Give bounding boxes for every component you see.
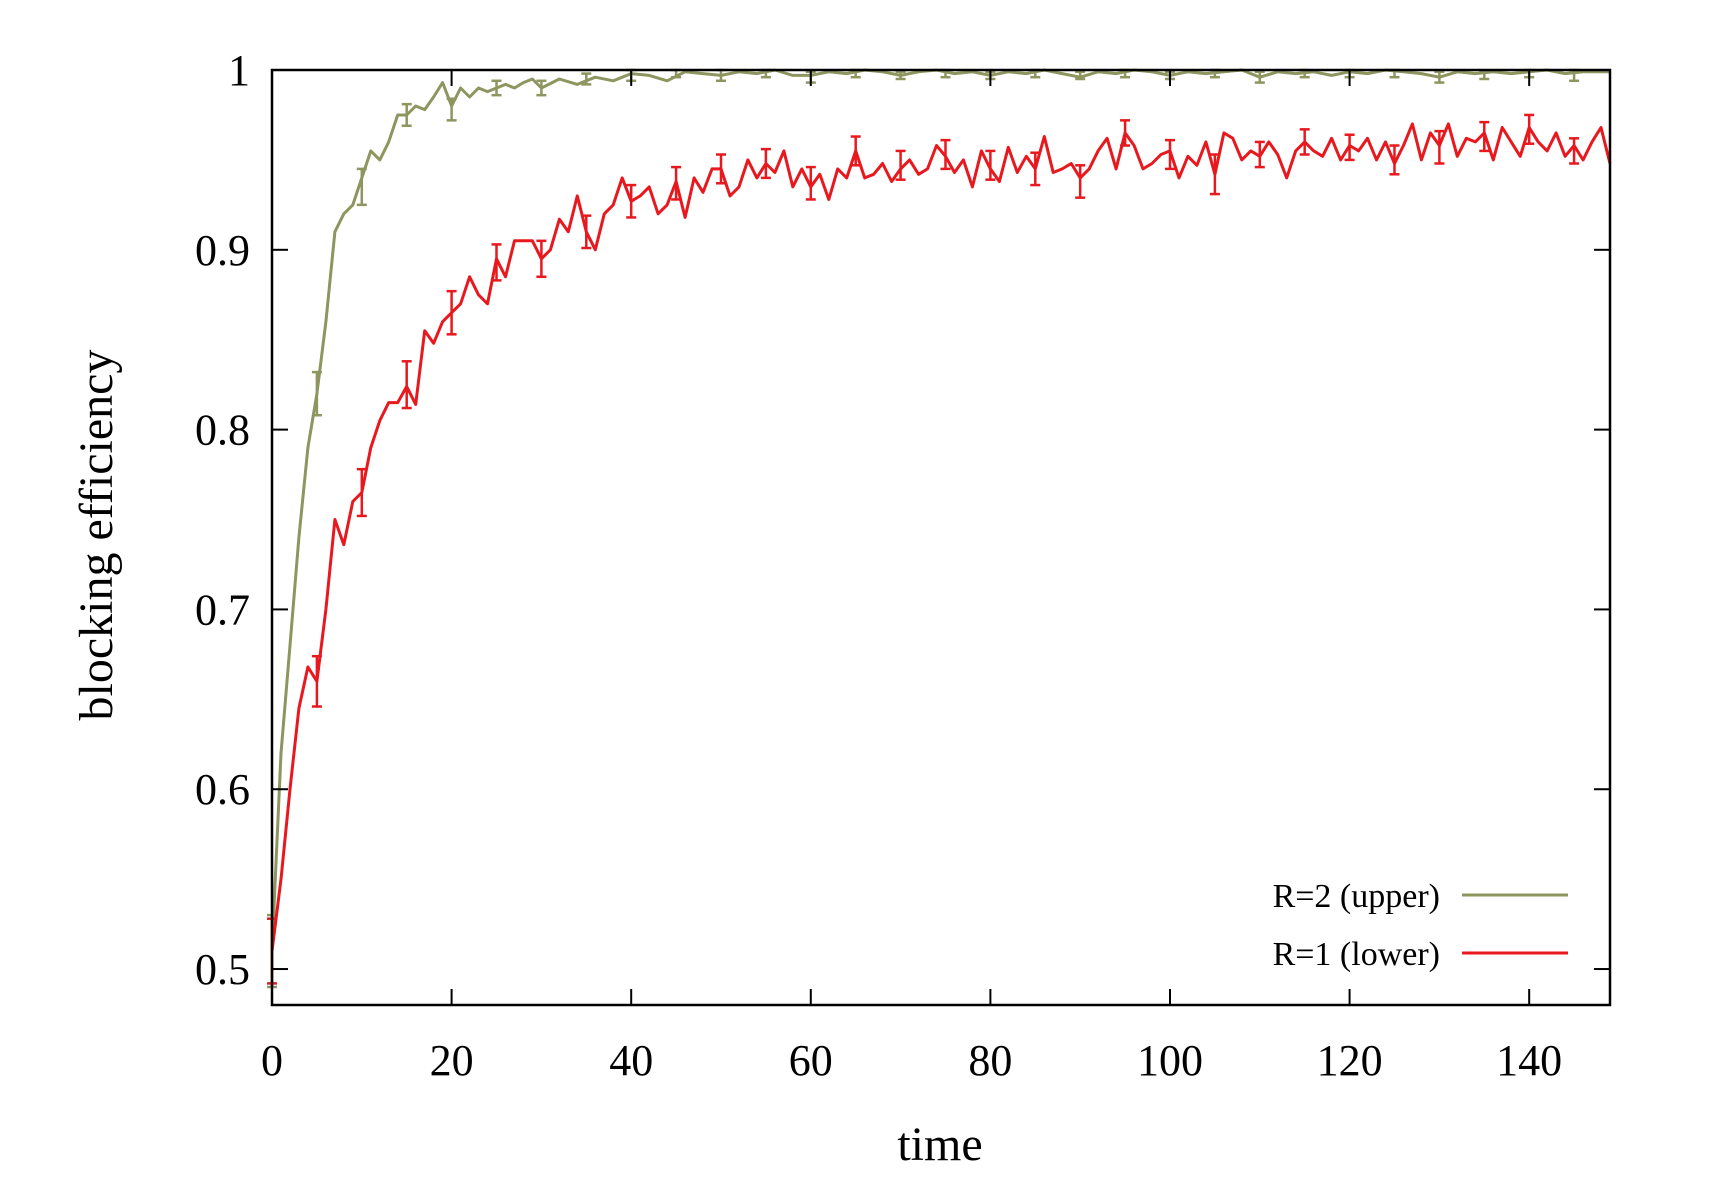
legend-label: R=1 (lower) (1273, 936, 1440, 973)
y-axis: 0.5 0.6 0.7 0.8 0.9 1 (195, 46, 1610, 994)
error-bar (356, 467, 367, 518)
error-bar (536, 239, 547, 279)
y-tick-label: 1 (228, 46, 250, 95)
legend-item-2: R=1 (lower) (1273, 936, 1568, 973)
x-tick-label: 80 (968, 1036, 1012, 1085)
y-axis-title: blocking efficiency (70, 350, 123, 721)
error-bar (1075, 164, 1086, 199)
legend-label: R=2 (upper) (1273, 878, 1440, 915)
error-bar (850, 135, 861, 167)
y-tick-label: 0.8 (195, 406, 250, 455)
error-bar (536, 79, 547, 97)
y-tick-label: 0.9 (195, 226, 250, 275)
error-bar (1389, 144, 1400, 176)
y-tick-label: 0.7 (195, 585, 250, 634)
x-axis: 0 20 40 60 80 100 120 140 (261, 70, 1562, 1085)
error-bar (1209, 153, 1220, 196)
error-bar (1524, 113, 1535, 145)
error-bar (1164, 138, 1175, 171)
x-tick-label: 20 (430, 1036, 474, 1085)
x-tick-label: 120 (1317, 1036, 1383, 1085)
series-2 (267, 113, 1612, 985)
error-bar (715, 153, 726, 185)
x-tick-label: 140 (1496, 1036, 1562, 1085)
series-line (270, 122, 1612, 952)
error-bar (401, 102, 412, 127)
error-bar (581, 72, 592, 86)
error-bar (671, 165, 682, 201)
y-tick-label: 0.5 (195, 945, 250, 994)
y-tick-label: 0.6 (195, 765, 250, 814)
error-bar (626, 183, 637, 219)
error-bar (1030, 151, 1041, 187)
series-line (270, 68, 1610, 952)
error-bar (1569, 137, 1580, 165)
x-tick-label: 60 (789, 1036, 833, 1085)
error-bar (491, 79, 502, 97)
error-bar (1434, 129, 1445, 165)
error-bar (940, 138, 951, 171)
error-bar (1479, 70, 1490, 81)
error-bar (1075, 70, 1086, 81)
error-bar (1434, 70, 1445, 84)
error-bar (581, 214, 592, 250)
error-bar (1254, 70, 1265, 84)
x-tick-label: 0 (261, 1036, 283, 1085)
error-bar (1120, 119, 1131, 147)
error-bar (491, 243, 502, 282)
legend: R=2 (upper) R=1 (lower) (1273, 878, 1568, 973)
error-bar (805, 165, 816, 201)
error-bar (311, 654, 322, 708)
x-axis-title: time (897, 1118, 982, 1171)
error-bar (446, 97, 457, 122)
x-tick-label: 100 (1137, 1036, 1203, 1085)
error-bar (1479, 120, 1490, 153)
error-bar (895, 149, 906, 181)
error-bar (895, 70, 906, 81)
error-bar (1299, 128, 1310, 156)
error-bar (446, 289, 457, 336)
error-bar (1254, 140, 1265, 169)
error-bar (311, 370, 322, 417)
error-bar (985, 149, 996, 181)
error-bar (760, 147, 771, 180)
plot-frame (270, 68, 1612, 1007)
plot-area (267, 68, 1612, 1007)
error-bar (356, 167, 367, 207)
series-1 (267, 68, 1610, 989)
legend-item-1: R=2 (upper) (1273, 878, 1568, 915)
x-tick-label: 40 (609, 1036, 653, 1085)
error-bar (1344, 133, 1355, 162)
error-bar (401, 360, 412, 410)
